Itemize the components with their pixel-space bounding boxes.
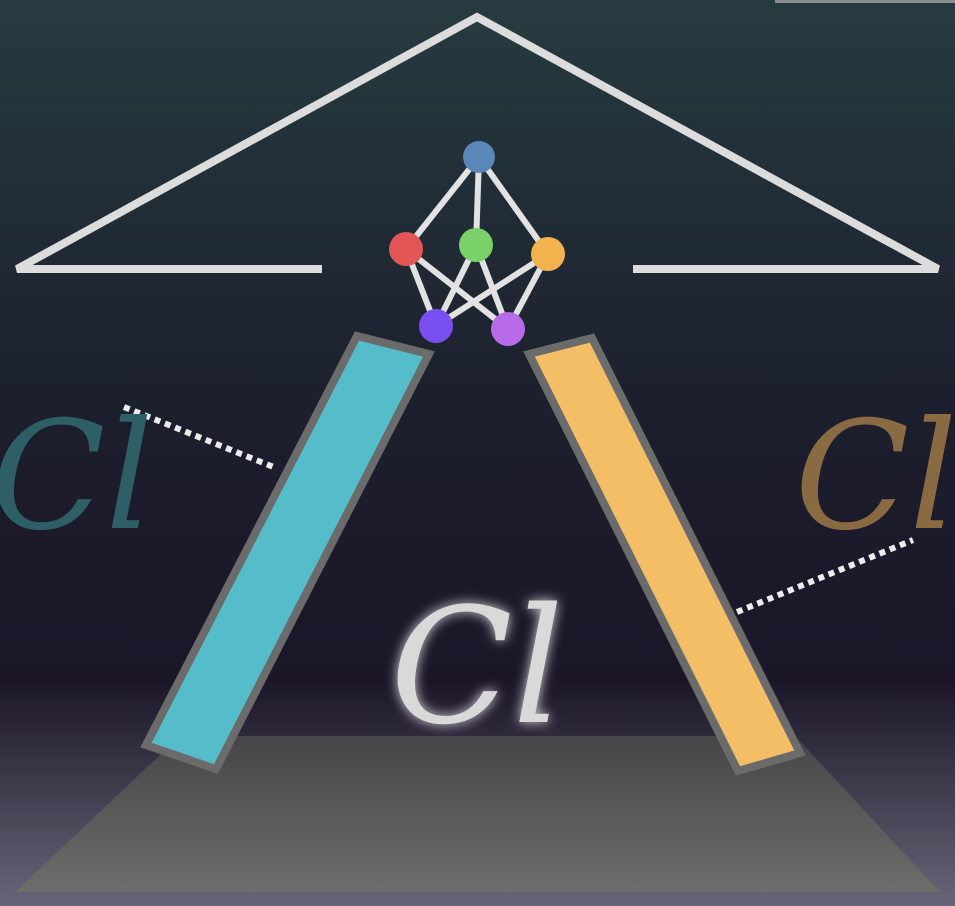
left-dotted-connector — [122, 404, 278, 471]
network-node-bottom-left — [419, 309, 453, 343]
network-node-mid-left — [389, 232, 423, 266]
network-node-mid-center — [459, 228, 493, 262]
right-pillar — [523, 333, 806, 776]
edge-top-midright — [476, 154, 551, 257]
edge-top-midleft — [403, 154, 482, 252]
network-node-top — [463, 141, 495, 173]
corner-bar — [775, 0, 955, 3]
neural-network-icon — [389, 141, 565, 346]
edge-midright-bottomleft — [433, 251, 551, 329]
left-glyph: Cl — [0, 390, 153, 564]
network-node-bottom-right — [491, 312, 525, 346]
floor-trapezoid-icon — [15, 736, 940, 892]
right-dotted-connector — [735, 537, 915, 615]
center-glyph: Cl — [390, 573, 564, 760]
roof-outline-icon — [15, 12, 940, 273]
network-node-mid-right — [531, 237, 565, 271]
right-glyph: Cl — [795, 390, 955, 564]
left-pillar — [140, 331, 435, 774]
